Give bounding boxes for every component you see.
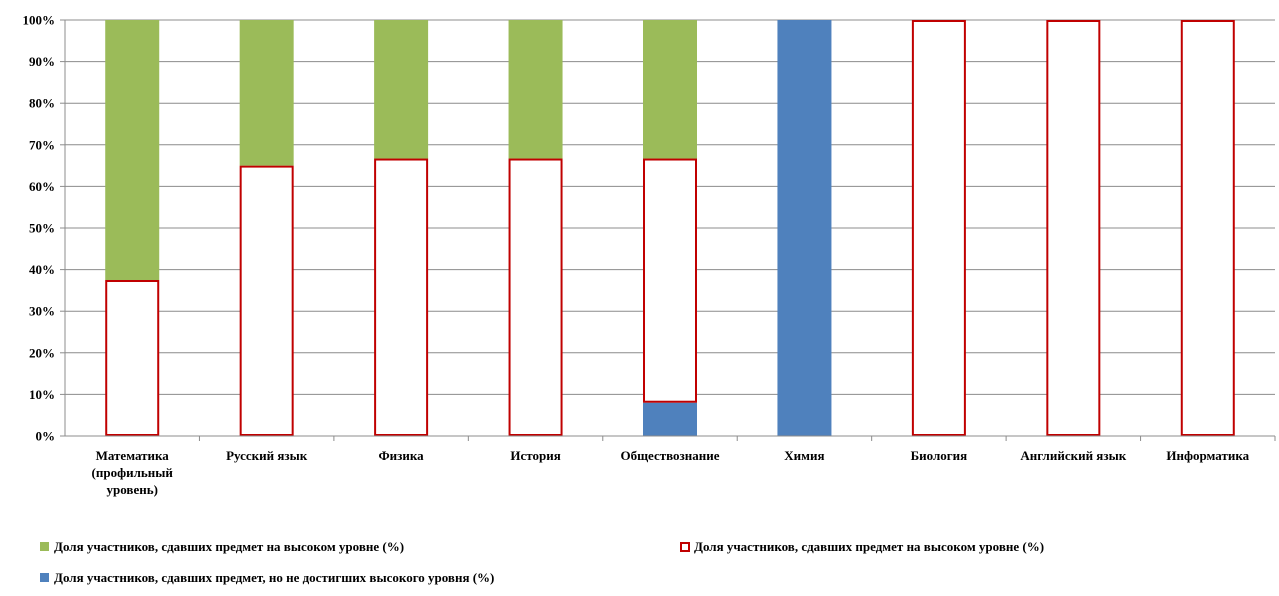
bar-segment-2 <box>374 20 429 159</box>
bar-segment-1 <box>105 280 160 436</box>
bar-segment-2 <box>105 20 160 280</box>
x-category-label: Физика <box>379 448 425 463</box>
bar-segment-0 <box>643 402 697 436</box>
legend-swatch <box>40 573 49 582</box>
legend-entry: Доля участников, сдавших предмет на высо… <box>680 539 1044 554</box>
y-tick-label: 50% <box>29 221 55 236</box>
bar-segment-2 <box>643 20 697 159</box>
legend-swatch <box>40 542 49 551</box>
bar-segment-1 <box>508 158 563 436</box>
bar-segment-1 <box>643 158 697 403</box>
y-tick-label: 0% <box>36 429 56 444</box>
bar-segment-2 <box>508 20 563 159</box>
legend-swatch <box>680 542 690 552</box>
legend-entry: Доля участников, сдавших предмет на высо… <box>40 539 404 554</box>
y-tick-label: 70% <box>29 137 55 152</box>
bar-segment-2 <box>239 20 294 166</box>
y-tick-label: 60% <box>29 179 55 194</box>
legend-label: Доля участников, сдавших предмет на высо… <box>694 539 1044 554</box>
bar-segment-0 <box>777 20 832 436</box>
x-category-label: Биология <box>911 448 968 463</box>
x-category-label: Информатика <box>1166 448 1249 463</box>
bar-segment-1 <box>239 165 294 436</box>
bar-segment-1 <box>911 20 966 436</box>
legend-label: Доля участников, сдавших предмет на высо… <box>54 539 404 554</box>
y-tick-label: 80% <box>29 96 55 111</box>
y-tick-label: 30% <box>29 304 55 319</box>
y-tick-label: 100% <box>23 13 56 28</box>
y-tick-label: 90% <box>29 54 55 69</box>
legend: Доля участников, сдавших предмет на высо… <box>40 539 1044 585</box>
x-category-label: Английский язык <box>1020 448 1126 463</box>
legend-label: Доля участников, сдавших предмет, но не … <box>54 570 494 585</box>
x-category-label: Обществознание <box>620 448 719 463</box>
y-axis: 0% 10% 20% 30% 40% 50% 60% 70% 80% 90% 100% <box>23 13 66 444</box>
x-category-label: История <box>510 448 560 463</box>
bar-segment-1 <box>1180 20 1235 436</box>
x-category-label: Химия <box>784 448 824 463</box>
y-tick-label: 40% <box>29 262 55 277</box>
bar-segment-1 <box>374 158 429 436</box>
bar-segment-1 <box>1046 20 1101 436</box>
bars <box>105 20 1235 436</box>
x-category-label: Русский язык <box>226 448 308 463</box>
y-tick-label: 20% <box>29 345 55 360</box>
legend-entry: Доля участников, сдавших предмет, но не … <box>40 570 494 585</box>
x-axis: Математика (профильный уровень) Русский язы… <box>65 435 1276 497</box>
x-category-label: Математика (профильный уровень) <box>92 448 174 497</box>
y-tick-label: 10% <box>29 387 55 402</box>
